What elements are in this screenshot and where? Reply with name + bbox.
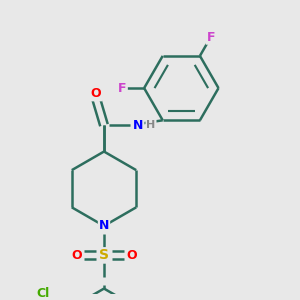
Text: Cl: Cl [37, 287, 50, 300]
Text: N: N [133, 119, 143, 132]
Text: F: F [118, 82, 127, 94]
Text: H: H [146, 120, 156, 130]
Text: O: O [71, 249, 82, 262]
Text: F: F [206, 31, 215, 44]
Text: O: O [126, 249, 137, 262]
Text: S: S [99, 248, 109, 262]
Text: N: N [99, 219, 109, 232]
Text: O: O [91, 87, 101, 101]
